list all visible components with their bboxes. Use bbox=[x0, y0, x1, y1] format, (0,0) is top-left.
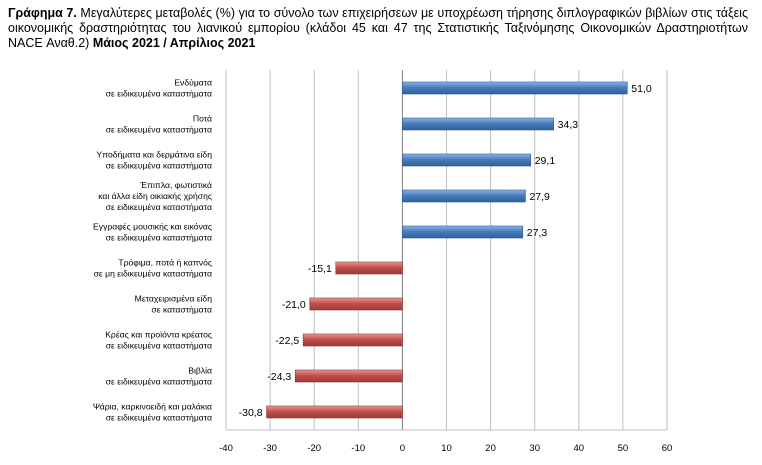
x-tick-label: 20 bbox=[485, 443, 496, 454]
category-label-line: σε ειδικευμένα καταστήματα bbox=[106, 125, 212, 135]
data-label: -21,0 bbox=[282, 299, 306, 311]
category-label-line: σε καταστήματα bbox=[151, 305, 212, 315]
chart-title: Γράφημα 7. Μεγαλύτερες μεταβολές (%) για… bbox=[8, 6, 748, 51]
x-tick-label: 60 bbox=[662, 443, 673, 454]
category-label-line: σε ειδικευμένα καταστήματα bbox=[106, 377, 212, 387]
x-tick-label: 50 bbox=[618, 443, 629, 454]
category-label: Ποτά σε ειδικευμένα καταστήματα bbox=[106, 114, 212, 135]
data-label: -15,1 bbox=[308, 263, 332, 275]
x-tick-label: 40 bbox=[574, 443, 585, 454]
x-tick-label: 30 bbox=[529, 443, 540, 454]
category-label-line: σε ειδικευμένα καταστήματα bbox=[106, 161, 212, 171]
data-label: 51,0 bbox=[631, 83, 652, 95]
data-label: 34,3 bbox=[558, 119, 579, 131]
category-label-line: Ποτά bbox=[193, 114, 212, 124]
category-label-line: Υποδήματα και δερμάτινα είδη bbox=[96, 150, 212, 160]
category-label-line: Εγγραφές μουσικής και εικόνας bbox=[93, 222, 212, 232]
category-label-line: και άλλα είδη οικιακής χρήσης bbox=[98, 191, 212, 201]
data-label: -30,8 bbox=[239, 407, 263, 419]
category-label-line: σε ειδικευμένα καταστήματα bbox=[106, 413, 212, 423]
chart-title-prefix: Γράφημα 7. bbox=[8, 6, 77, 20]
x-tick-label: -40 bbox=[219, 443, 233, 454]
category-label: Τρόφιμα, ποτά ή καπνός σε μη ειδικευμένα … bbox=[94, 258, 212, 279]
bar bbox=[266, 405, 403, 419]
data-label: -22,5 bbox=[275, 335, 299, 347]
category-label: Εγγραφές μουσικής και εικόνας σε ειδικευμ… bbox=[93, 222, 212, 243]
category-label-line: Βιβλία bbox=[188, 366, 212, 376]
category-label: Ψάρια, καρκινοειδή και μαλάκια σε ειδικευ… bbox=[93, 402, 212, 423]
bar bbox=[402, 225, 524, 239]
bar bbox=[402, 189, 526, 203]
category-label-line: Κρέας και προϊόντα κρέατος bbox=[105, 330, 212, 340]
category-label-line: Έπιπλα, φωτιστικά bbox=[139, 180, 212, 190]
category-label-line: σε ειδικευμένα καταστήματα bbox=[106, 233, 212, 243]
bar bbox=[309, 297, 403, 311]
data-label: 27,3 bbox=[527, 227, 548, 239]
data-label: 29,1 bbox=[535, 155, 556, 167]
bar bbox=[402, 117, 554, 131]
bar bbox=[302, 333, 403, 347]
category-label: Έπιπλα, φωτιστικά και άλλα είδη οικιακής … bbox=[98, 180, 212, 212]
chart-title-text: Μεγαλύτερες μεταβολές (%) για το σύνολο … bbox=[8, 6, 748, 50]
x-tick-label: -30 bbox=[263, 443, 277, 454]
x-tick-label: -10 bbox=[351, 443, 365, 454]
bar bbox=[402, 153, 532, 167]
bar bbox=[402, 81, 628, 95]
x-tick-label: 0 bbox=[400, 443, 405, 454]
category-label-line: Ψάρια, καρκινοειδή και μαλάκια bbox=[93, 402, 212, 412]
category-label-line: σε μη ειδικευμένα καταστήματα bbox=[94, 269, 212, 279]
category-label: Υποδήματα και δερμάτινα είδη σε ειδικευμέ… bbox=[96, 150, 212, 171]
data-label: 27,9 bbox=[529, 191, 550, 203]
bar bbox=[294, 369, 403, 383]
category-label-line: σε ειδικευμένα καταστήματα bbox=[106, 89, 212, 99]
category-label-line: Τρόφιμα, ποτά ή καπνός bbox=[118, 258, 212, 268]
category-label: Βιβλία σε ειδικευμένα καταστήματα bbox=[106, 366, 212, 387]
x-tick-label: 10 bbox=[441, 443, 452, 454]
category-label: Κρέας και προϊόντα κρέατος σε ειδικευμένα… bbox=[105, 330, 212, 351]
category-label-line: σε ειδικευμένα καταστήματα bbox=[106, 341, 212, 351]
x-tick-label: -20 bbox=[307, 443, 321, 454]
data-label: -24,3 bbox=[267, 371, 291, 383]
category-label-line: Μεταχειρισμένα είδη bbox=[135, 294, 213, 304]
bar bbox=[335, 261, 403, 275]
category-label-line: Ενδύματα bbox=[174, 78, 212, 88]
category-label-line: σε ειδικευμένα καταστήματα bbox=[106, 202, 212, 212]
category-label: Ενδύματα σε ειδικευμένα καταστήματα bbox=[106, 78, 212, 99]
category-label: Μεταχειρισμένα είδη σε καταστήματα bbox=[135, 294, 213, 315]
chart-title-period: Μάιος 2021 / Απρίλιος 2021 bbox=[92, 36, 256, 50]
